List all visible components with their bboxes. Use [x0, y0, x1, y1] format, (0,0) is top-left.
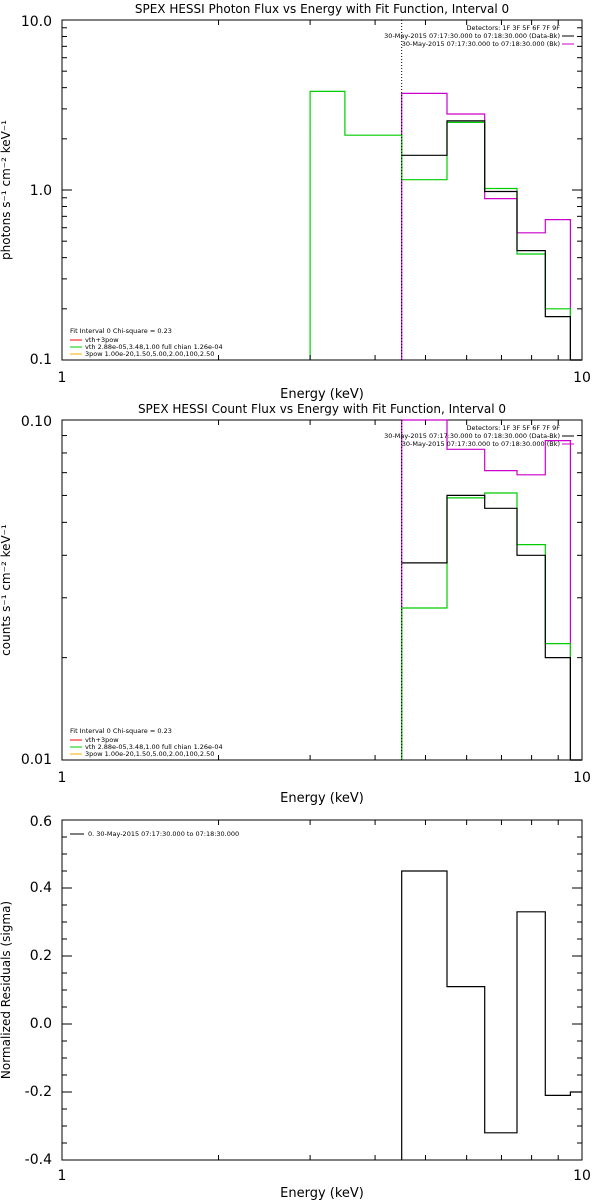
- photon-ytick-0: 0.1: [30, 352, 52, 368]
- count-legend-top: Detectors: 1F 3F 5F 6F 7F 9F 30-May-2015…: [384, 424, 574, 448]
- photon-ytick-1: 1.0: [30, 183, 52, 199]
- photon-legend-vth: vth 2.88e-05,3.48,1.00 full chian 1.26e-…: [85, 343, 223, 351]
- residuals-ytick-3: 0.2: [30, 948, 52, 964]
- count-xtick-0: 1: [58, 770, 67, 786]
- photon-legend-data-bk: 30-May-2015 07:17:30.000 to 07:18:30.000…: [384, 32, 560, 40]
- photon-flux-panel: SPEX HESSI Photon Flux vs Energy with Fi…: [0, 2, 591, 402]
- residuals-ytick-2: 0.0: [30, 1016, 52, 1032]
- count-legend-data-bk: 30-May-2015 07:17:30.000 to 07:18:30.000…: [384, 432, 560, 440]
- count-flux-panel: SPEX HESSI Count Flux vs Energy with Fit…: [0, 402, 591, 806]
- photon-series-group: [309, 90, 582, 361]
- photon-x-axis-label: Energy (keV): [280, 387, 364, 402]
- residuals-panel: -0.4 -0.2 0.0 0.2 0.4 0.6 1 10 Energy (k…: [0, 814, 591, 1200]
- count-plot-frame: [61, 419, 583, 761]
- residuals-legend: 0. 30-May-2015 07:17:30.000 to 07:18:30.…: [70, 830, 239, 838]
- photon-legend-top: Detectors: 1F 3F 5F 6F 7F 9F 30-May-2015…: [384, 24, 574, 48]
- count-series-1-histogram: [401, 492, 582, 761]
- photon-xtick-0: 1: [58, 370, 67, 386]
- count-legend-fit-header: Fit Interval 0 Chi-square = 0.23: [70, 727, 172, 735]
- count-x-axis-label: Energy (keV): [280, 791, 364, 806]
- count-ticks: [62, 420, 582, 761]
- count-legend-vth: vth 2.88e-05,3.48,1.00 full chian 1.26e-…: [85, 743, 223, 751]
- count-legend-bottom: Fit Interval 0 Chi-square = 0.23 vth+3po…: [70, 727, 223, 758]
- residuals-y-axis-label: Normalized Residuals (sigma): [0, 901, 13, 1079]
- photon-y-axis-label: photons s⁻¹ cm⁻² keV⁻¹: [0, 120, 13, 260]
- count-series-2-histogram: [401, 494, 582, 761]
- residuals-ticks: [62, 819, 582, 1161]
- photon-ytick-2: 10.0: [21, 14, 52, 30]
- residuals-plot-frame: [61, 819, 583, 1161]
- photon-legend-detectors: Detectors: 1F 3F 5F 6F 7F 9F: [466, 24, 560, 32]
- count-legend-bk: 30-May-2015 07:17:30.000 to 07:18:30.000…: [402, 440, 560, 448]
- photon-legend-fit-header: Fit Interval 0 Chi-square = 0.23: [70, 327, 172, 335]
- photon-series-1-histogram: [309, 90, 582, 361]
- photon-plot-frame: [61, 19, 583, 361]
- photon-legend-bottom: Fit Interval 0 Chi-square = 0.23 vth+3po…: [70, 327, 223, 358]
- photon-panel-title: SPEX HESSI Photon Flux vs Energy with Fi…: [135, 2, 509, 16]
- count-y-axis-label: counts s⁻¹ cm⁻² keV⁻¹: [0, 524, 13, 656]
- residuals-legend-label: 0. 30-May-2015 07:17:30.000 to 07:18:30.…: [88, 830, 239, 838]
- photon-series-2-histogram: [401, 120, 582, 361]
- photon-ticks: [62, 20, 582, 361]
- residuals-xtick-0: 1: [58, 1168, 67, 1184]
- residuals-ytick-1: -0.2: [25, 1084, 52, 1100]
- count-legend-detectors: Detectors: 1F 3F 5F 6F 7F 9F: [466, 424, 560, 432]
- residuals-series-0-histogram: [401, 870, 582, 1160]
- count-ytick-0: 0.01: [21, 752, 52, 768]
- residuals-x-axis-label: Energy (keV): [280, 1186, 364, 1200]
- residuals-xtick-1: 10: [573, 1168, 591, 1184]
- photon-series-0-histogram: [401, 92, 582, 361]
- photon-legend-3pow: 3pow 1.00e-20,1.50,5.00,2.00,100,2.50: [85, 350, 214, 358]
- count-series-0-histogram: [401, 419, 582, 761]
- photon-legend-vth3pow: vth+3pow: [85, 336, 119, 344]
- count-legend-vth3pow: vth+3pow: [85, 736, 119, 744]
- residuals-series-group: [401, 870, 582, 1160]
- residuals-ytick-0: -0.4: [25, 1152, 52, 1168]
- count-legend-3pow: 3pow 1.00e-20,1.50,5.00,2.00,100,2.50: [85, 750, 214, 758]
- count-xtick-1: 10: [573, 770, 591, 786]
- count-panel-title: SPEX HESSI Count Flux vs Energy with Fit…: [138, 402, 506, 416]
- residuals-ytick-4: 0.4: [30, 880, 52, 896]
- count-ytick-1: 0.10: [21, 414, 52, 430]
- count-series-group: [401, 419, 582, 761]
- photon-xtick-1: 10: [573, 370, 591, 386]
- residuals-ytick-5: 0.6: [30, 814, 52, 830]
- photon-legend-bk: 30-May-2015 07:17:30.000 to 07:18:30.000…: [402, 40, 560, 48]
